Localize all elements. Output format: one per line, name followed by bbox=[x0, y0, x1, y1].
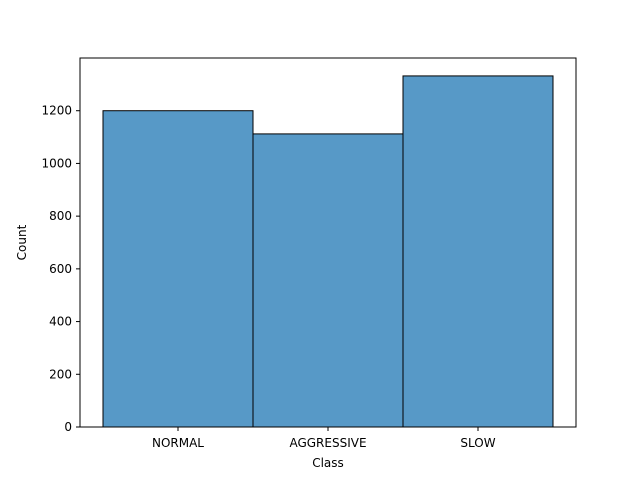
y-tick-label: 600 bbox=[49, 262, 72, 276]
y-tick-label: 1000 bbox=[41, 156, 72, 170]
plot-frame bbox=[79, 57, 577, 428]
x-tick-label: SLOW bbox=[460, 436, 495, 450]
y-axis-label: Count bbox=[15, 224, 29, 260]
y-tick-label: 1200 bbox=[41, 104, 72, 118]
y-tick-label: 400 bbox=[49, 315, 72, 329]
bar-slow bbox=[402, 75, 554, 428]
x-axis-label: Class bbox=[312, 456, 344, 470]
x-tick-label: NORMAL bbox=[152, 436, 204, 450]
bar-normal bbox=[102, 110, 254, 428]
y-tick-label: 0 bbox=[64, 420, 72, 434]
y-ticks-group: 0 200 400 600 800 1000 1200 bbox=[41, 104, 80, 434]
x-tick-label: AGGRESSIVE bbox=[289, 436, 366, 450]
x-ticks-group: NORMAL AGGRESSIVE SLOW bbox=[152, 427, 496, 450]
y-tick-label: 800 bbox=[49, 209, 72, 223]
bars-group bbox=[102, 75, 554, 428]
bar-aggressive bbox=[252, 133, 404, 428]
y-tick-label: 200 bbox=[49, 367, 72, 381]
